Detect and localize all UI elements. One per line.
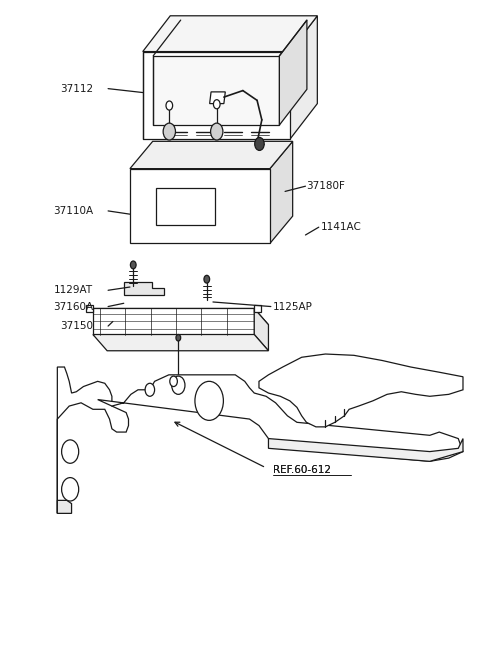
Text: 1141AC: 1141AC [321, 222, 361, 232]
Polygon shape [93, 308, 268, 325]
Text: 37180F: 37180F [306, 181, 345, 191]
Circle shape [145, 383, 155, 396]
Polygon shape [156, 188, 216, 225]
Circle shape [61, 478, 79, 501]
Circle shape [163, 123, 176, 140]
Circle shape [131, 261, 136, 269]
Polygon shape [57, 501, 72, 514]
Polygon shape [143, 52, 290, 139]
Polygon shape [210, 92, 225, 104]
Polygon shape [124, 283, 164, 295]
Polygon shape [97, 375, 463, 461]
Polygon shape [93, 308, 254, 335]
Polygon shape [153, 56, 279, 125]
Circle shape [170, 376, 178, 386]
Polygon shape [254, 308, 268, 351]
Circle shape [176, 335, 180, 341]
Text: 37112: 37112 [60, 83, 93, 94]
Polygon shape [254, 305, 261, 312]
Polygon shape [143, 16, 317, 52]
Circle shape [172, 376, 185, 394]
Text: 1125AP: 1125AP [273, 302, 313, 312]
Circle shape [255, 137, 264, 150]
Circle shape [214, 100, 220, 109]
Polygon shape [290, 16, 317, 139]
Polygon shape [268, 439, 463, 461]
Circle shape [61, 440, 79, 463]
Polygon shape [93, 335, 268, 351]
Polygon shape [130, 141, 293, 169]
Text: REF.60-612: REF.60-612 [273, 465, 331, 475]
Text: 1129AT: 1129AT [54, 285, 93, 295]
Polygon shape [270, 141, 293, 243]
Polygon shape [259, 354, 463, 427]
Text: REF.60-612: REF.60-612 [273, 465, 331, 475]
Polygon shape [130, 169, 270, 243]
Text: 37160A: 37160A [53, 302, 93, 312]
Circle shape [166, 101, 173, 110]
Polygon shape [57, 367, 129, 514]
Polygon shape [86, 305, 93, 312]
Circle shape [211, 123, 223, 140]
Text: 37110A: 37110A [53, 206, 93, 216]
Circle shape [204, 276, 210, 283]
Polygon shape [279, 20, 307, 125]
Circle shape [195, 381, 223, 420]
Text: 37150: 37150 [60, 321, 93, 331]
